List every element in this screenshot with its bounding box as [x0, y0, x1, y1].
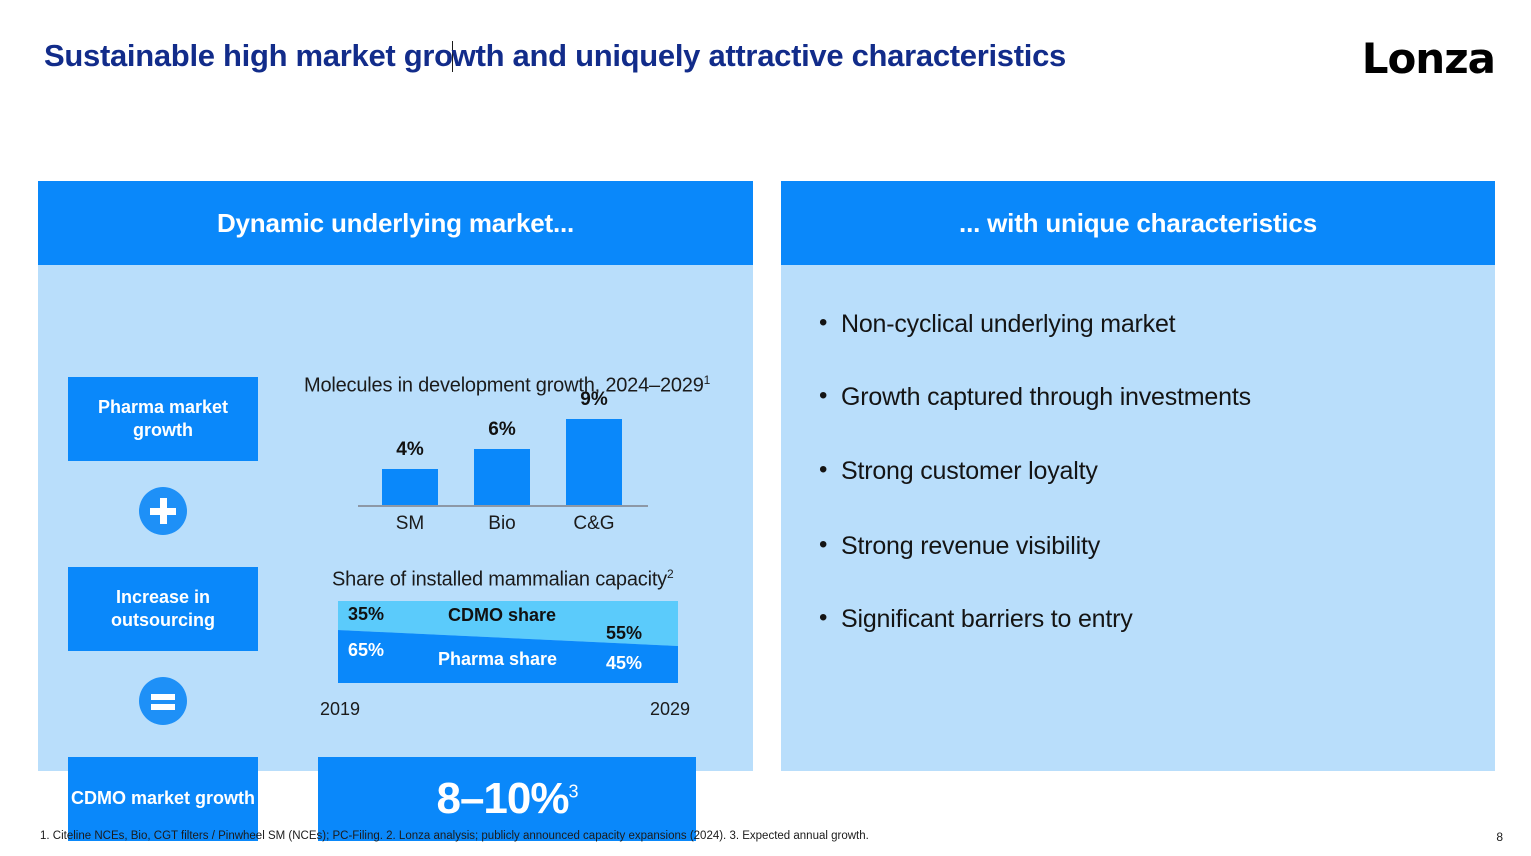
equals-icon-bar-bottom: [151, 704, 175, 710]
area-chart-title-text: Share of installed mammalian capacity: [332, 568, 667, 591]
area-series-name-cdmo: CDMO share: [448, 605, 557, 625]
cdmo-growth-value: 8–10%: [436, 774, 569, 823]
equals-icon: [139, 677, 187, 725]
bar-value-sm: 4%: [396, 439, 424, 460]
bar-chart-baseline: [358, 505, 648, 507]
bullet-icon: •: [819, 309, 828, 336]
bar-chart: 4% 6% 9% SM Bio C&G: [358, 389, 658, 534]
area-label-pharma-end: 45%: [606, 653, 643, 673]
area-chart: 35% 55% CDMO share 65% 45% Pharma share: [338, 601, 678, 683]
right-panel-header: ... with unique characteristics: [781, 181, 1495, 265]
left-panel: Dynamic underlying market... Pharma mark…: [38, 181, 753, 841]
area-chart-title-footnote-marker: 2: [666, 567, 674, 581]
bar-category-sm: SM: [395, 513, 425, 534]
list-item-label: Significant barriers to entry: [841, 605, 1133, 633]
bar-bio: [474, 449, 530, 505]
plus-icon-bar-vertical: [159, 498, 167, 524]
area-label-pharma-start: 65%: [348, 640, 385, 660]
area-label-cdmo-end: 55%: [606, 623, 643, 643]
bar-chart-title-footnote-marker: 1: [703, 373, 711, 387]
list-item-label: Strong customer loyalty: [841, 457, 1098, 485]
bullet-icon: •: [819, 456, 828, 483]
page-title-text-after-cursor: wth and uniquely attractive characterist…: [451, 38, 1067, 73]
text-cursor: [451, 41, 453, 72]
area-series-name-pharma: Pharma share: [438, 649, 558, 669]
bar-chart-title: Molecules in development growth, 2024–20…: [304, 373, 710, 398]
page-title-text-before-cursor: Sustainable high market gro: [44, 38, 453, 73]
footnote: 1. Citeline NCEs, Bio, CGT filters / Pin…: [40, 830, 869, 842]
bar-cg: [566, 419, 622, 505]
area-chart-svg: [338, 601, 678, 683]
left-panel-body: Pharma market growth Increase in outsour…: [38, 265, 753, 841]
left-panel-header: Dynamic underlying market...: [38, 181, 753, 265]
bar-value-cg: 9%: [580, 389, 608, 410]
page-title: Sustainable high market growth and uniqu…: [44, 38, 1066, 74]
area-axis-year-end: 2029: [650, 699, 691, 719]
list-item: • Significant barriers to entry: [819, 605, 1133, 634]
right-panel: ... with unique characteristics • Non-cy…: [781, 181, 1495, 771]
cdmo-growth-footnote-marker: 3: [568, 781, 579, 802]
chip-increase-in-outsourcing[interactable]: Increase in outsourcing: [68, 567, 258, 651]
cdmo-growth-highlight: 8–10%3: [318, 757, 696, 841]
characteristics-list: • Non-cyclical underlying market • Growt…: [781, 265, 1495, 771]
list-item-label: Strong revenue visibility: [841, 532, 1101, 560]
area-band-cdmo: [338, 601, 678, 646]
list-item: • Growth captured through investments: [819, 383, 1251, 412]
area-axis-year-start: 2019: [320, 699, 361, 719]
equals-icon-bar-top: [151, 694, 175, 700]
chip-cdmo-market-growth[interactable]: CDMO market growth: [68, 757, 258, 841]
area-chart-title: Share of installed mammalian capacity2: [332, 567, 674, 592]
list-item: • Non-cyclical underlying market: [819, 309, 1176, 339]
list-item-label: Non-cyclical underlying market: [841, 310, 1176, 338]
bar-category-cg: C&G: [573, 513, 615, 534]
page-number: 8: [1496, 830, 1503, 844]
list-item: • Strong customer loyalty: [819, 457, 1098, 486]
area-label-cdmo-start: 35%: [348, 604, 385, 624]
bullet-icon: •: [819, 382, 828, 409]
bar-category-bio: Bio: [488, 513, 516, 534]
right-panel-body: • Non-cyclical underlying market • Growt…: [781, 265, 1495, 771]
bar-chart-title-text: Molecules in development growth, 2024–20…: [304, 374, 704, 397]
lonza-logo: Lonza: [1361, 34, 1496, 83]
bullet-icon: •: [819, 531, 828, 558]
plus-icon: [139, 487, 187, 535]
list-item-label: Growth captured through investments: [841, 383, 1251, 411]
bullet-icon: •: [819, 604, 828, 631]
bar-sm: [382, 469, 438, 505]
area-band-pharma: [338, 630, 678, 683]
chip-pharma-market-growth[interactable]: Pharma market growth: [68, 377, 258, 461]
bar-value-bio: 6%: [488, 419, 516, 440]
list-item: • Strong revenue visibility: [819, 532, 1100, 561]
cdmo-growth-value-wrap: 8–10%3: [436, 774, 579, 824]
